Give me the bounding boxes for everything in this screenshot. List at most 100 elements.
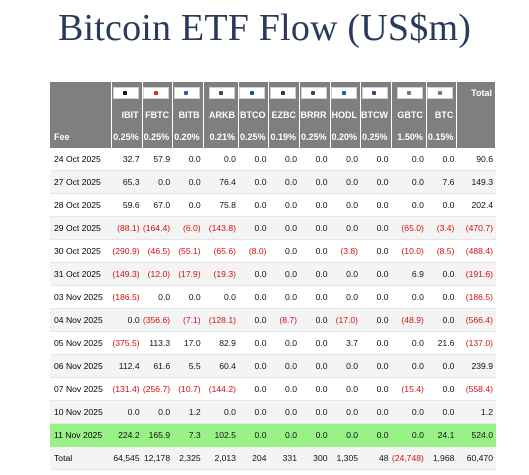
table-row: 24 Oct 2025 32.7 57.9 0.0 0.0 0.0 0.0 0.0 0.0 0.0…: [50, 148, 496, 171]
flow-value-cell: 0.0: [238, 424, 270, 447]
date-cell: 11 Nov 2025: [50, 424, 113, 447]
logo-mark-icon: [184, 90, 189, 95]
flow-value-cell: 112.4: [112, 355, 143, 378]
flow-value-cell: 0.0: [269, 217, 300, 240]
flow-value-cell: 0.0: [203, 148, 239, 171]
flow-value-cell: 24.1: [426, 424, 458, 447]
row-total-cell: (470.7): [457, 217, 496, 240]
flow-value-cell: 76.4: [203, 171, 239, 194]
flow-value-cell: 0.0: [300, 217, 331, 240]
cumulative-total-cell: 48: [361, 447, 392, 470]
issuer-logo-cell: [238, 82, 270, 104]
issuer-logo-cell: [269, 82, 300, 104]
table-row: 28 Oct 2025 59.6 67.0 0.0 75.8 0.0 0.0 0.0 0.0 0.…: [50, 194, 496, 217]
ticker-header: BTC: [426, 104, 458, 126]
flow-value-cell: (149.3): [112, 263, 143, 286]
date-cell: 04 Nov 2025: [50, 309, 113, 332]
flow-value-cell: (356.6): [142, 309, 174, 332]
flow-value-cell: 0.0: [238, 332, 270, 355]
fee-cell: 0.25%: [361, 126, 392, 148]
fee-cell: 0.20%: [330, 126, 362, 148]
flow-value-cell: (375.5): [112, 332, 143, 355]
ticker-header: IBIT: [112, 104, 143, 126]
flow-value-cell: 0.0: [361, 401, 392, 424]
cumulative-total-cell: 331: [269, 447, 300, 470]
flow-value-cell: 0.0: [391, 148, 427, 171]
flow-value-cell: 0.0: [361, 332, 392, 355]
issuer-logo-cell: [112, 82, 143, 104]
flow-value-cell: 0.0: [238, 194, 270, 217]
fee-cell: 0.15%: [426, 126, 458, 148]
flow-value-cell: 0.0: [269, 378, 300, 401]
flow-value-cell: 65.3: [112, 171, 143, 194]
flow-value-cell: (8.7): [269, 309, 300, 332]
flow-value-cell: 0.0: [361, 148, 392, 171]
row-total-cell: (558.4): [457, 378, 496, 401]
issuer-logo-row: Total: [50, 82, 496, 104]
flow-value-cell: 0.0: [300, 309, 331, 332]
flow-value-cell: 6.9: [391, 263, 427, 286]
flow-value-cell: 0.0: [391, 424, 427, 447]
flow-value-cell: (144.2): [203, 378, 239, 401]
grand-total-cell: 60,470: [457, 447, 496, 470]
flow-value-cell: 0.0: [361, 194, 392, 217]
flow-value-cell: 0.0: [330, 217, 362, 240]
issuer-logo-cell: [391, 82, 427, 104]
flow-value-cell: 32.7: [112, 148, 143, 171]
flow-value-cell: 0.0: [142, 286, 174, 309]
row-total-cell: (137.0): [457, 332, 496, 355]
flow-value-cell: 0.0: [300, 148, 331, 171]
etf-flow-table: Total IBIT FBTC BITB ARKB BTCO EZBC BRRR HODL BT…: [50, 82, 496, 470]
date-cell: 07 Nov 2025: [50, 378, 113, 401]
flow-value-cell: 224.2: [112, 424, 143, 447]
date-cell: 24 Oct 2025: [50, 148, 113, 171]
flow-value-cell: 0.0: [300, 194, 331, 217]
issuer-logo-cell: [173, 82, 204, 104]
flow-value-cell: (15.4): [391, 378, 427, 401]
cumulative-total-cell: 204: [238, 447, 270, 470]
flow-value-cell: 0.0: [238, 286, 270, 309]
issuer-logo-icon: [143, 87, 170, 99]
flow-value-cell: 67.0: [142, 194, 174, 217]
flow-value-cell: (46.5): [142, 240, 174, 263]
flow-value-cell: 0.0: [173, 148, 204, 171]
ticker-header: BITB: [173, 104, 204, 126]
flow-value-cell: (12.0): [142, 263, 174, 286]
flow-value-cell: 0.0: [361, 217, 392, 240]
flow-value-cell: 0.0: [269, 171, 300, 194]
flow-value-cell: (164.4): [142, 217, 174, 240]
flow-value-cell: 0.0: [142, 401, 174, 424]
flow-value-cell: 0.0: [269, 424, 300, 447]
page-title: Bitcoin ETF Flow (US$m): [57, 7, 472, 49]
ticker-header-row: IBIT FBTC BITB ARKB BTCO EZBC BRRR HODL BTCW GBTC…: [50, 104, 496, 126]
ticker-header: GBTC: [391, 104, 427, 126]
table-row: 30 Oct 2025 (290.9) (46.5) (55.1) (65.6) (8.0…: [50, 240, 496, 263]
ticker-header: EZBC: [269, 104, 300, 126]
fee-cell: 0.21%: [203, 126, 239, 148]
fee-cell: 0.25%: [142, 126, 174, 148]
ticker-header: ARKB: [203, 104, 239, 126]
date-cell: 28 Oct 2025: [50, 194, 113, 217]
flow-value-cell: (10.7): [173, 378, 204, 401]
date-cell: 03 Nov 2025: [50, 286, 113, 309]
flow-value-cell: 0.0: [203, 286, 239, 309]
row-total-cell: 202.4: [457, 194, 496, 217]
total-column-header: Total: [457, 82, 496, 104]
issuer-logo-icon: [361, 87, 388, 99]
flow-value-cell: 0.0: [173, 194, 204, 217]
issuer-logo-icon: [112, 87, 139, 99]
row-total-cell: 1.2: [457, 401, 496, 424]
fee-row: Fee 0.25% 0.25% 0.20% 0.21% 0.25% 0.19% 0.25% 0.…: [50, 126, 496, 148]
flow-value-cell: 0.0: [330, 424, 362, 447]
flow-value-cell: 0.0: [300, 355, 331, 378]
flow-value-cell: (8.0): [238, 240, 270, 263]
flow-value-cell: 0.0: [142, 171, 174, 194]
flow-value-cell: 0.0: [300, 401, 331, 424]
flow-value-cell: 0.0: [269, 240, 300, 263]
flow-value-cell: 1.2: [173, 401, 204, 424]
date-cell: 27 Oct 2025: [50, 171, 113, 194]
flow-value-cell: 75.8: [203, 194, 239, 217]
flow-value-cell: 82.9: [203, 332, 239, 355]
cumulative-total-cell: 12,178: [142, 447, 174, 470]
flow-value-cell: 0.0: [330, 401, 362, 424]
